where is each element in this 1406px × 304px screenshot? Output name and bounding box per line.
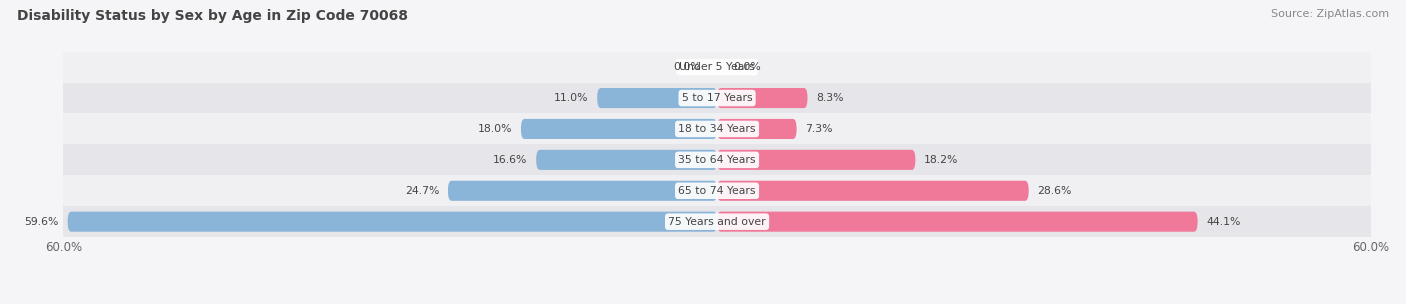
Text: 0.0%: 0.0% [673, 62, 700, 72]
Text: 35 to 64 Years: 35 to 64 Years [678, 155, 756, 165]
Text: Under 5 Years: Under 5 Years [679, 62, 755, 72]
Text: 59.6%: 59.6% [24, 217, 59, 227]
FancyBboxPatch shape [536, 150, 717, 170]
FancyBboxPatch shape [717, 150, 915, 170]
Bar [63, 175, 1371, 206]
Text: 7.3%: 7.3% [806, 124, 832, 134]
Text: 28.6%: 28.6% [1038, 186, 1071, 196]
Text: Source: ZipAtlas.com: Source: ZipAtlas.com [1271, 9, 1389, 19]
FancyBboxPatch shape [717, 181, 1029, 201]
FancyBboxPatch shape [717, 119, 797, 139]
Text: 44.1%: 44.1% [1206, 217, 1240, 227]
Text: 5 to 17 Years: 5 to 17 Years [682, 93, 752, 103]
Text: 24.7%: 24.7% [405, 186, 439, 196]
FancyBboxPatch shape [520, 119, 717, 139]
Text: 18 to 34 Years: 18 to 34 Years [678, 124, 756, 134]
FancyBboxPatch shape [598, 88, 717, 108]
Bar [63, 206, 1371, 237]
Bar [63, 83, 1371, 113]
Text: 0.0%: 0.0% [734, 62, 761, 72]
Text: Disability Status by Sex by Age in Zip Code 70068: Disability Status by Sex by Age in Zip C… [17, 9, 408, 23]
FancyBboxPatch shape [717, 88, 807, 108]
Bar [63, 113, 1371, 144]
FancyBboxPatch shape [449, 181, 717, 201]
Text: 16.6%: 16.6% [494, 155, 527, 165]
Text: 18.2%: 18.2% [924, 155, 959, 165]
Text: 11.0%: 11.0% [554, 93, 589, 103]
FancyBboxPatch shape [717, 212, 1198, 232]
Text: 75 Years and over: 75 Years and over [668, 217, 766, 227]
Bar [63, 52, 1371, 83]
FancyBboxPatch shape [67, 212, 717, 232]
Text: 65 to 74 Years: 65 to 74 Years [678, 186, 756, 196]
Text: 18.0%: 18.0% [478, 124, 512, 134]
Bar [63, 144, 1371, 175]
Text: 8.3%: 8.3% [817, 93, 844, 103]
